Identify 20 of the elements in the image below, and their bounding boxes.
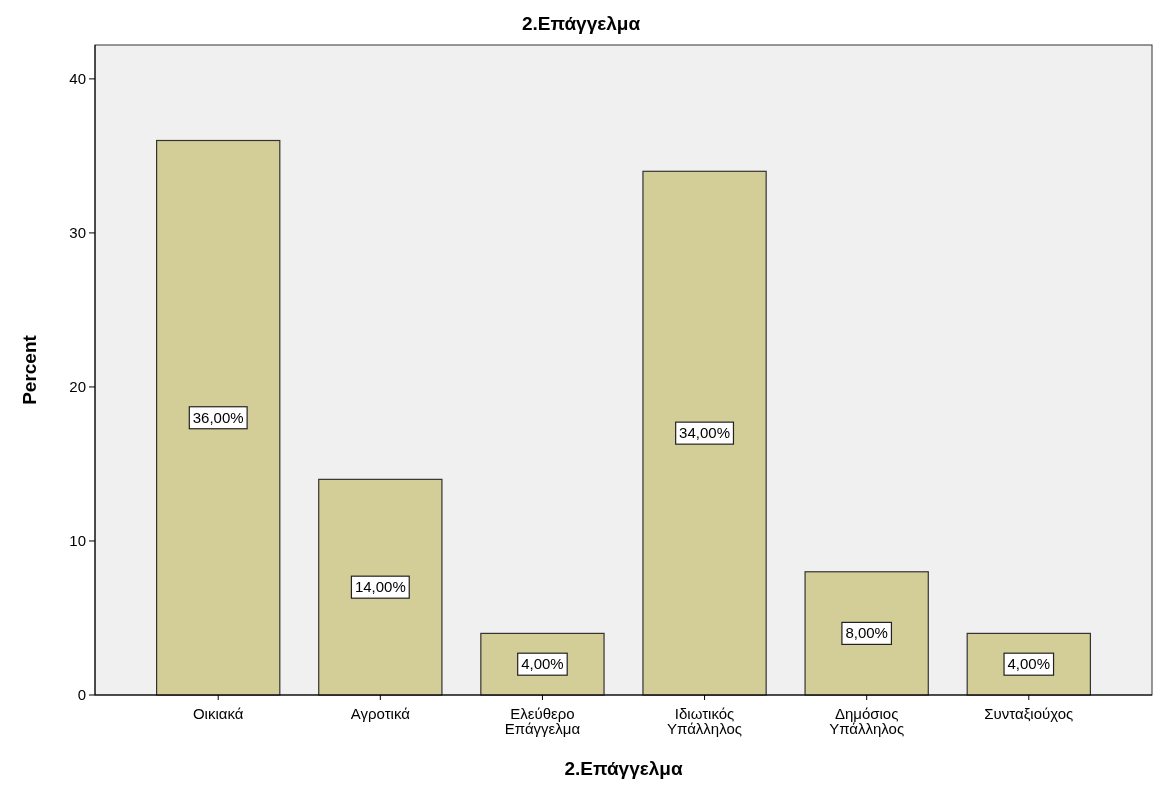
x-tick-label: Ελεύθερο Επάγγελμα — [504, 705, 581, 737]
y-tick-label: 40 — [69, 69, 86, 87]
y-tick-label: 0 — [77, 686, 86, 703]
x-tick-label: Αγροτικά — [350, 705, 411, 722]
data-label: 34,00% — [679, 424, 730, 442]
y-tick-label: 30 — [69, 223, 86, 241]
data-label: 4,00% — [521, 655, 564, 673]
data-label: 8,00% — [845, 624, 888, 642]
data-label: 14,00% — [354, 578, 406, 596]
x-tick-label: Ιδιωτικός Υπάλληλος — [667, 705, 743, 737]
x-tick-label: Δημόσιος Υπάλληλος — [829, 705, 905, 737]
y-tick-label: 10 — [69, 531, 86, 549]
x-tick-label: Συνταξιούχος — [984, 705, 1074, 722]
y-axis-title: Percent — [19, 334, 40, 405]
y-tick-label: 20 — [69, 377, 86, 395]
data-label: 4,00% — [1007, 655, 1051, 673]
x-tick-label: Οικιακά — [192, 705, 244, 722]
data-label: 36,00% — [192, 408, 244, 426]
chart-title: 2.Επάγγελμα — [521, 13, 641, 34]
x-axis-title: 2.Επάγγελμα — [564, 758, 683, 779]
